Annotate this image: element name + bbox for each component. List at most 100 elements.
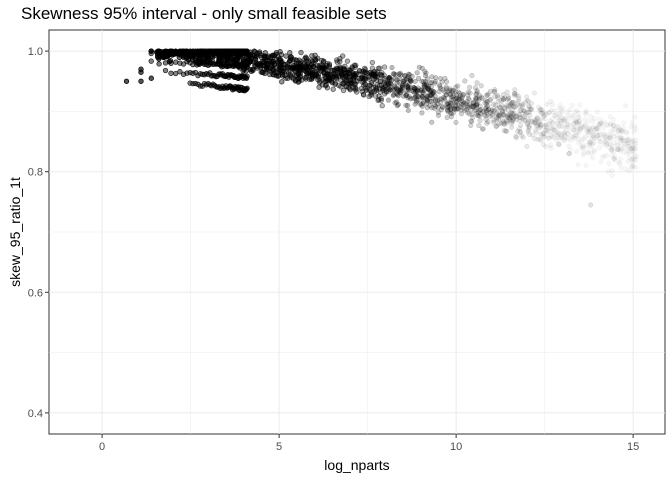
data-point bbox=[451, 93, 457, 99]
data-point bbox=[498, 120, 504, 126]
data-point bbox=[453, 84, 459, 90]
data-point bbox=[483, 105, 489, 111]
data-point bbox=[412, 85, 418, 91]
data-point bbox=[591, 140, 597, 146]
data-point bbox=[586, 138, 592, 144]
data-point bbox=[575, 140, 581, 146]
data-point bbox=[462, 107, 468, 113]
data-point bbox=[245, 61, 251, 67]
data-point bbox=[489, 106, 495, 112]
data-point bbox=[424, 105, 430, 111]
data-point bbox=[508, 103, 514, 109]
data-point bbox=[585, 132, 591, 138]
data-point bbox=[353, 71, 359, 77]
data-point bbox=[433, 103, 439, 109]
data-point bbox=[633, 165, 639, 171]
data-point bbox=[561, 137, 567, 143]
data-point bbox=[620, 149, 626, 155]
data-point bbox=[386, 86, 392, 92]
data-point bbox=[525, 98, 531, 104]
data-point bbox=[401, 93, 407, 99]
data-point bbox=[414, 70, 420, 76]
data-point bbox=[458, 107, 464, 113]
data-point bbox=[622, 145, 628, 151]
data-point bbox=[399, 85, 405, 91]
data-point bbox=[449, 111, 455, 117]
data-point bbox=[575, 114, 581, 120]
data-point bbox=[456, 96, 462, 102]
data-point bbox=[391, 71, 397, 77]
data-point bbox=[560, 109, 566, 115]
data-point bbox=[280, 68, 287, 74]
data-point bbox=[435, 109, 441, 115]
data-point bbox=[576, 125, 582, 131]
data-point bbox=[427, 88, 433, 94]
data-point bbox=[510, 99, 516, 105]
data-point bbox=[548, 98, 554, 104]
data-point bbox=[535, 136, 541, 142]
data-point bbox=[183, 48, 189, 54]
data-point bbox=[287, 50, 293, 56]
data-point bbox=[212, 50, 219, 56]
data-point bbox=[419, 65, 425, 71]
data-point bbox=[525, 110, 531, 116]
data-point bbox=[427, 103, 433, 109]
data-point bbox=[533, 127, 539, 133]
data-point bbox=[577, 102, 583, 108]
data-point bbox=[618, 137, 624, 143]
data-point bbox=[617, 147, 623, 153]
data-point bbox=[477, 103, 483, 109]
data-point bbox=[337, 77, 344, 83]
data-point bbox=[450, 97, 456, 103]
data-point bbox=[382, 78, 388, 84]
data-point bbox=[525, 127, 531, 133]
data-point bbox=[514, 113, 520, 119]
data-point bbox=[395, 91, 401, 97]
data-point bbox=[470, 104, 476, 110]
data-point bbox=[568, 123, 574, 129]
data-point bbox=[396, 71, 402, 77]
data-point bbox=[476, 107, 482, 113]
data-point bbox=[421, 83, 427, 89]
data-point bbox=[535, 115, 541, 121]
data-point bbox=[561, 137, 567, 143]
data-point bbox=[442, 89, 448, 95]
data-point bbox=[552, 112, 558, 118]
data-point bbox=[615, 146, 621, 152]
data-point bbox=[571, 122, 577, 128]
data-point bbox=[556, 115, 562, 121]
data-point bbox=[538, 106, 544, 112]
data-point bbox=[575, 125, 581, 131]
data-point bbox=[384, 79, 390, 85]
data-point bbox=[602, 139, 608, 145]
data-point bbox=[632, 154, 638, 160]
data-point bbox=[377, 89, 383, 95]
data-point bbox=[597, 139, 603, 145]
data-point bbox=[500, 95, 506, 101]
data-point bbox=[402, 73, 408, 79]
data-point bbox=[555, 131, 561, 137]
data-point bbox=[474, 80, 480, 86]
data-point bbox=[596, 129, 602, 135]
data-point bbox=[574, 148, 580, 154]
data-point bbox=[465, 109, 471, 115]
data-point bbox=[522, 109, 528, 115]
data-point bbox=[580, 145, 586, 151]
data-point bbox=[454, 95, 460, 101]
data-point bbox=[541, 110, 547, 116]
data-point bbox=[554, 133, 560, 139]
data-point bbox=[484, 103, 490, 109]
data-point bbox=[555, 124, 561, 130]
x-tick-label: 0 bbox=[99, 441, 105, 453]
data-point bbox=[539, 110, 545, 116]
data-point bbox=[578, 122, 584, 128]
data-point bbox=[632, 141, 638, 147]
data-point bbox=[573, 120, 579, 126]
data-point bbox=[225, 55, 231, 61]
data-point bbox=[591, 149, 597, 155]
data-point bbox=[475, 109, 481, 115]
data-point bbox=[517, 115, 523, 121]
data-point bbox=[483, 107, 489, 113]
data-point bbox=[628, 124, 634, 130]
